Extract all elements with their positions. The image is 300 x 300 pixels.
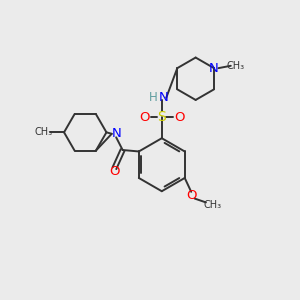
Text: O: O (109, 165, 120, 178)
Text: H: H (149, 92, 158, 104)
Text: S: S (158, 110, 166, 124)
Text: CH₃: CH₃ (227, 61, 245, 71)
Text: O: O (139, 110, 149, 124)
Text: O: O (186, 189, 196, 202)
Text: N: N (158, 92, 168, 104)
Text: N: N (111, 127, 121, 140)
Text: CH₃: CH₃ (204, 200, 222, 210)
Text: CH₃: CH₃ (35, 127, 53, 137)
Text: O: O (174, 110, 185, 124)
Text: N: N (209, 61, 219, 75)
